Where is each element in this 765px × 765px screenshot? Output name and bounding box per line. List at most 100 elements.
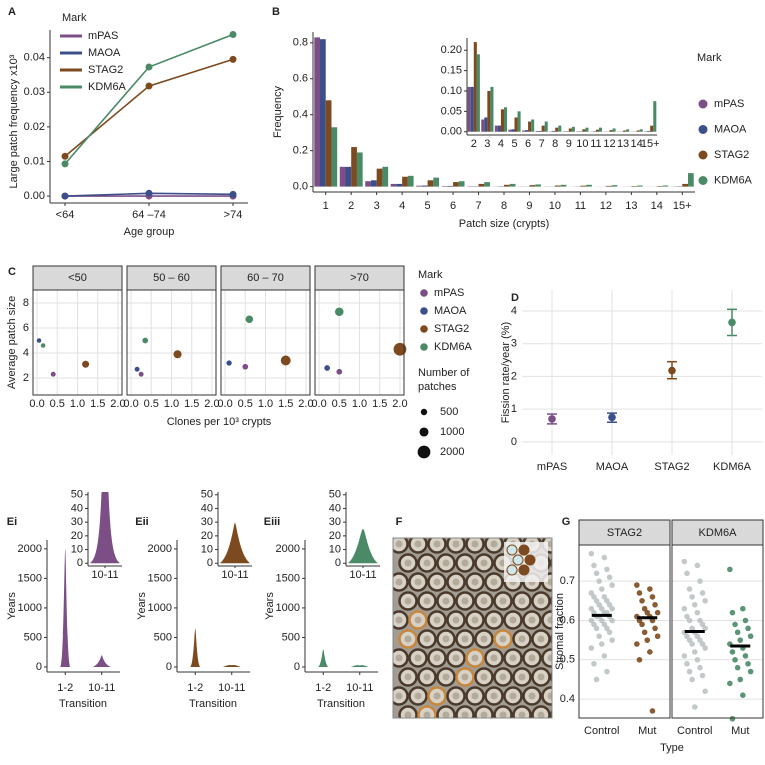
bar [325,100,332,187]
x-tick-label: 1-2 [315,682,331,694]
y-tick-label: 0.6 [560,614,575,626]
x-tick-label: 64 –74 [132,209,166,221]
schematic-crypt [506,564,518,576]
crypt-lumen [490,616,498,624]
x-tick-label: 1-2 [187,682,203,694]
y-tick-label: 10 [201,543,213,555]
point [681,605,688,612]
bar [656,186,663,187]
point [694,633,701,640]
point [689,594,695,600]
point [699,641,706,647]
crypt-lumen [557,712,564,719]
y-tick-label: 500 [282,631,300,643]
bar [447,185,454,187]
point [644,609,651,616]
x-tick-label: 1.0 [70,398,85,410]
x-tick-label: 15+ [673,200,692,212]
strip [671,519,764,546]
bar [458,181,465,187]
legend-label: KDM6A [88,81,127,93]
crypt-lumen [518,711,526,718]
crypt-lumen [442,673,450,681]
panel-border [671,544,764,719]
inset-bar [500,109,504,132]
strip [220,265,311,291]
inset-x-tick-label: 8 [552,138,558,150]
inset-bar [490,86,494,132]
x-tick-label: 0.5 [332,398,347,410]
y-tick-label: 30 [201,516,213,528]
y-tick-label: 0 [335,557,341,569]
inset-x-tick-label: 9 [566,138,572,150]
panel-border [126,289,217,396]
bubble [82,360,90,368]
y-tick-label: 0 [511,436,517,448]
x-tick-label: 1 [323,200,329,212]
point [681,653,688,659]
legend-label: MAOA [88,47,121,59]
crypt-lumen [480,711,488,718]
inset-bar [538,130,542,132]
point [601,594,608,600]
y-tick-label: 40 [201,502,213,514]
y-tick-label: 10 [71,543,83,555]
inset-x-tick-label: 12 [603,138,615,150]
point [686,637,693,643]
bar [345,166,352,187]
point [668,366,676,375]
crypt-lumen [528,616,536,624]
x-tick-label: 4 [399,200,405,212]
image-border [392,537,553,719]
point [601,653,608,659]
y-tick-label: 1 [511,403,517,415]
crypt-lumen [433,616,441,624]
point [727,680,733,687]
y-tick-label: 0.05 [441,105,462,117]
point [644,637,651,643]
strip [32,265,123,291]
crypt-lumen [452,578,460,586]
point [606,601,613,608]
crypt-lumen [480,673,488,681]
y-tick-label: 2000 [18,543,42,555]
bubble [334,307,344,317]
y-tick-label: 0 [36,661,42,673]
y-tick-label: 0.7 [560,575,575,587]
bar [320,39,326,187]
panel-label: Ei [7,516,17,528]
x-tick-label: 12 [600,200,612,212]
panel-label: Eii [135,516,148,528]
point [229,190,237,198]
bar [637,185,643,187]
point [588,645,595,651]
point [734,664,741,671]
x-tick-label: STAG2 [654,461,689,473]
x-axis-title: Transition [317,698,365,710]
point [732,657,738,663]
inset-bar [528,121,532,132]
y-axis-title: Large patch frequency x10³ [8,54,20,188]
bar [554,185,561,187]
x-tick-label: 0.0 [123,398,138,410]
point [745,625,751,632]
y-tick-label: 3 [511,338,517,350]
strip-label: KDM6A [699,527,738,539]
panel-label: D [511,292,519,304]
strip [314,265,405,291]
bubble [50,371,56,377]
point [686,668,693,675]
y-tick-label: 0.15 [441,65,462,77]
crypt-lumen [452,616,460,624]
crypt [541,648,552,668]
strip-label: >70 [350,272,369,284]
size-legend-swatch [419,427,429,437]
strip [126,265,217,291]
crypt-lumen [528,654,536,662]
inset-bar [552,130,556,132]
x-tick-label: 0.5 [238,398,253,410]
inset-x-tick-label: 7 [539,138,545,150]
inset-bar [525,130,529,132]
bar [586,184,592,187]
